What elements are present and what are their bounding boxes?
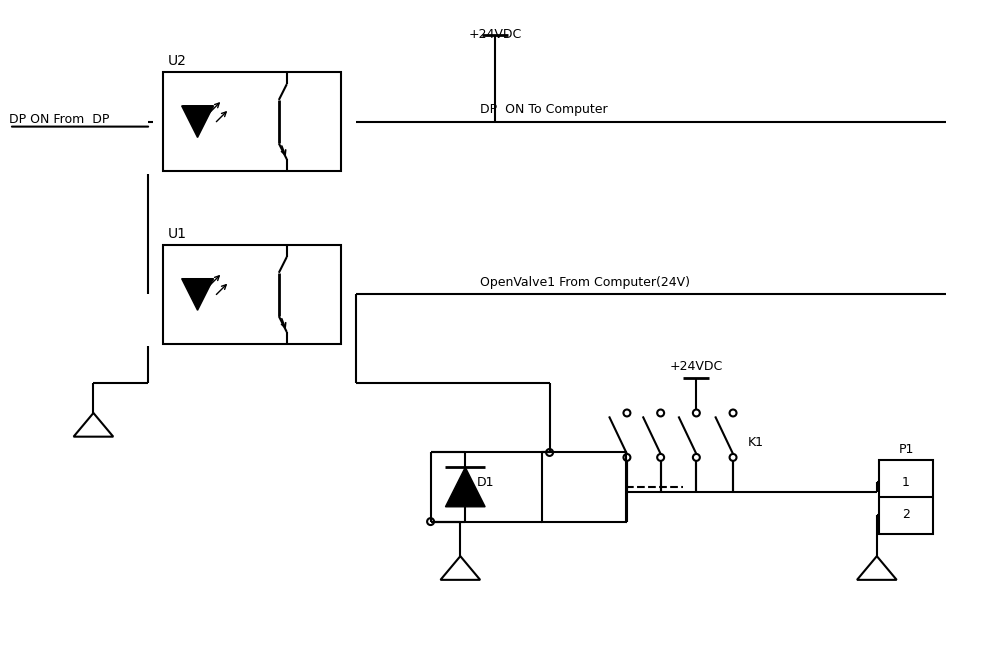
Text: OpenValve1 From Computer(24V): OpenValve1 From Computer(24V) — [480, 276, 690, 289]
Text: DP ON From  DP: DP ON From DP — [9, 113, 110, 126]
Polygon shape — [182, 279, 213, 310]
Text: +24VDC: +24VDC — [670, 361, 723, 373]
Text: +24VDC: +24VDC — [468, 28, 522, 41]
Text: DP  ON To Computer: DP ON To Computer — [480, 103, 608, 116]
Bar — [879, 460, 933, 534]
Text: 2: 2 — [902, 508, 910, 521]
Text: 1: 1 — [902, 475, 910, 489]
Text: U1: U1 — [168, 227, 187, 241]
Bar — [542, 452, 626, 522]
Bar — [163, 72, 341, 171]
Text: P1: P1 — [898, 443, 914, 456]
Text: K1: K1 — [748, 436, 764, 449]
Text: DP ON: DP ON — [9, 113, 50, 126]
Polygon shape — [445, 467, 485, 507]
Bar — [163, 245, 341, 344]
Text: D1: D1 — [477, 475, 495, 489]
Polygon shape — [182, 106, 213, 137]
Text: U2: U2 — [168, 54, 187, 68]
